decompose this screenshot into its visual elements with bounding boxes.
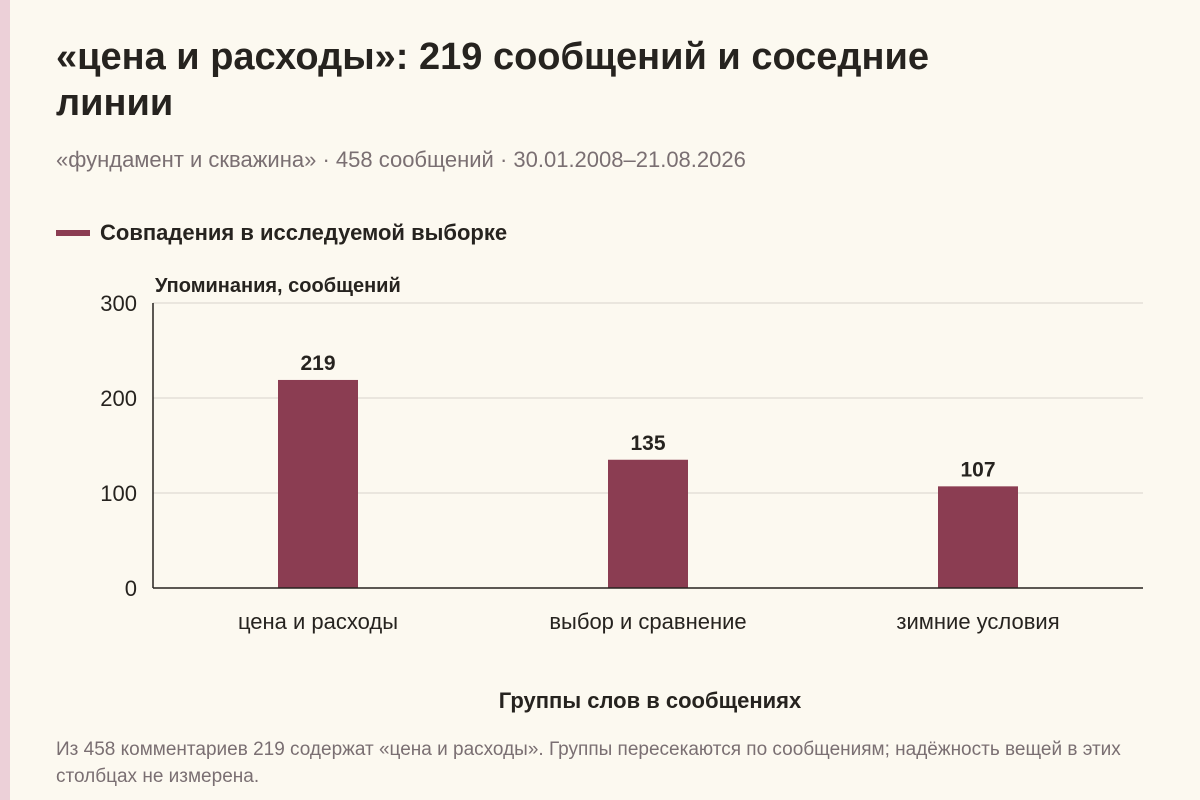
- legend: Совпадения в исследуемой выборке: [56, 218, 507, 248]
- footnote: Из 458 комментариев 219 содержат «цена и…: [56, 739, 1121, 787]
- x-tick-label: цена и расходы: [238, 609, 398, 634]
- bar: [608, 459, 688, 588]
- y-tick-label: 100: [100, 481, 137, 506]
- x-axis-ticks: цена и расходы выбор и сравнение зимние ус…: [238, 609, 1060, 634]
- x-axis-label: Группы слов в сообщениях: [499, 688, 802, 713]
- chart-subtitle: «фундамент и скважина» · 458 сообщений ·…: [56, 147, 746, 172]
- chart-title: «цена и расходы»: 219 сообщений и соседн…: [56, 36, 929, 124]
- y-tick-label: 0: [125, 576, 137, 601]
- bar: [278, 379, 358, 588]
- data-label: 219: [300, 352, 335, 375]
- y-tick-label: 200: [100, 386, 137, 411]
- bar: [938, 486, 1018, 588]
- bar-chart: 0 100 200 300 219 135 107 цена и расходы выбор…: [100, 275, 1143, 713]
- legend-swatch: [56, 230, 90, 236]
- x-tick-label: зимние условия: [896, 609, 1059, 634]
- y-axis-ticks: 0 100 200 300: [100, 291, 137, 601]
- data-label: 107: [960, 458, 995, 481]
- x-tick-label: выбор и сравнение: [549, 609, 746, 634]
- data-labels: 219 135 107: [300, 352, 995, 481]
- data-label: 135: [630, 432, 665, 455]
- bars: [278, 379, 1018, 588]
- legend-label: Совпадения в исследуемой выборке: [100, 220, 508, 245]
- left-accent-rule: [0, 0, 10, 800]
- y-tick-label: 300: [100, 291, 137, 316]
- y-axis-label: Упоминания, сообщений: [155, 275, 401, 297]
